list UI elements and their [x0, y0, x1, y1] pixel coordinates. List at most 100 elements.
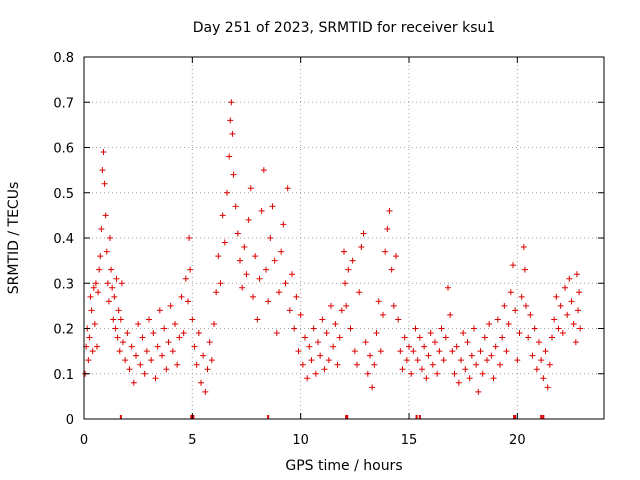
data-point [111, 293, 118, 300]
data-point [152, 375, 159, 382]
data-point [449, 348, 456, 355]
y-tick-label: 0.3 [53, 277, 74, 292]
data-point [117, 316, 124, 323]
data-point [295, 348, 302, 355]
data-point [286, 307, 293, 314]
data-point [572, 339, 579, 346]
data-point [553, 293, 560, 300]
data-point [185, 298, 191, 305]
data-point [245, 216, 252, 223]
data-point [325, 357, 332, 364]
data-point [512, 307, 519, 314]
data-point [336, 334, 343, 341]
data-point [265, 298, 272, 305]
data-point [494, 316, 501, 323]
data-point [343, 302, 350, 309]
data-point [490, 375, 497, 382]
data-point [367, 352, 373, 359]
y-tick-label: 0.7 [53, 96, 74, 111]
data-point [518, 293, 525, 300]
data-point [546, 361, 553, 368]
data-point [453, 343, 460, 350]
data-point [256, 275, 263, 282]
data-point [176, 334, 183, 341]
data-point [371, 361, 378, 368]
data-point [408, 370, 415, 377]
data-point [193, 361, 200, 368]
data-point [568, 298, 575, 305]
data-point [421, 343, 428, 350]
data-point [137, 361, 144, 368]
data-point [312, 370, 319, 377]
data-point [330, 343, 337, 350]
data-point [386, 207, 393, 214]
data-point [475, 388, 482, 395]
data-point [401, 334, 408, 341]
data-point [187, 266, 194, 273]
data-point [412, 325, 419, 332]
data-point [91, 320, 98, 327]
y-tick-label: 0 [66, 413, 74, 428]
data-point [133, 352, 139, 359]
y-tick-label: 0.1 [53, 368, 74, 383]
data-point [148, 357, 155, 364]
data-point [120, 339, 126, 346]
x-tick-label: 0 [80, 433, 88, 448]
data-point [347, 325, 354, 332]
data-point [544, 384, 551, 391]
data-point [462, 366, 469, 373]
y-tick-label: 0.2 [53, 323, 74, 338]
data-point [362, 339, 369, 346]
data-point [239, 284, 246, 291]
data-point [492, 343, 499, 350]
data-point [308, 357, 315, 364]
data-point [356, 289, 363, 296]
data-point [328, 302, 334, 309]
data-point [484, 357, 490, 364]
y-tick-label: 0.6 [53, 142, 74, 157]
data-point [399, 366, 406, 373]
data-point [213, 289, 220, 296]
data-point [107, 235, 113, 241]
data-point [501, 302, 508, 309]
data-point [215, 253, 222, 260]
data-point [403, 357, 410, 364]
data-point [109, 284, 116, 291]
data-point [410, 348, 417, 355]
data-point [497, 361, 503, 368]
data-point [477, 348, 484, 355]
data-point [455, 379, 462, 386]
data-point [564, 311, 571, 318]
y-tick-label: 0.8 [53, 51, 74, 66]
data-point [369, 384, 376, 391]
data-point [429, 361, 436, 368]
data-point [529, 352, 536, 359]
x-tick-label: 15 [401, 433, 418, 448]
data-point [269, 203, 276, 210]
data-point [122, 357, 129, 364]
data-point [349, 257, 356, 264]
data-point [341, 248, 347, 255]
data-point [278, 248, 285, 255]
data-point [373, 330, 380, 337]
data-point [445, 284, 451, 291]
data-point [536, 339, 542, 346]
data-point [345, 266, 352, 273]
data-point [94, 343, 100, 350]
data-point [98, 225, 105, 232]
data-point [442, 334, 449, 341]
data-point [323, 330, 330, 337]
data-point [103, 248, 110, 255]
data-point [88, 307, 95, 314]
data-point [559, 330, 566, 337]
data-point [479, 370, 486, 377]
y-tick-label: 0.5 [53, 187, 74, 202]
data-point [241, 244, 248, 251]
data-point [438, 325, 445, 332]
data-point [473, 361, 480, 368]
data-point [182, 275, 189, 282]
data-point [576, 289, 583, 296]
data-point [161, 325, 168, 332]
data-point [516, 330, 523, 337]
data-point [195, 330, 202, 337]
